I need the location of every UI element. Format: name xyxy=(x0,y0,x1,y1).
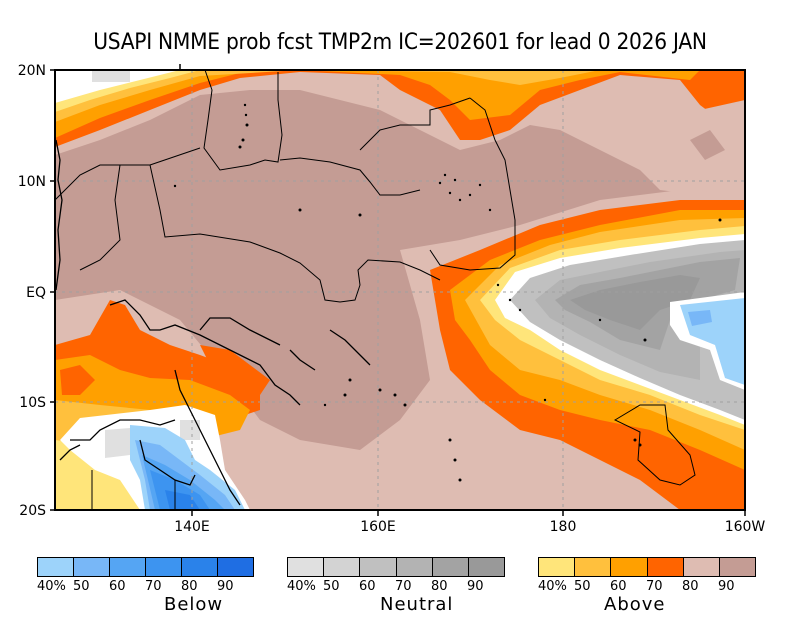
legend-neutral-label: Neutral xyxy=(380,594,454,615)
region-north-above-70 xyxy=(55,70,745,147)
lat-label-10s: 10S xyxy=(19,395,46,411)
legend-below-swatch xyxy=(182,558,218,576)
legend-neutral-swatch xyxy=(468,558,505,576)
legend-tick: 50 xyxy=(574,579,591,594)
region-png-above-70 xyxy=(200,345,270,395)
legend-above-swatch xyxy=(611,558,648,576)
legend-tick: 40% xyxy=(538,579,567,594)
legend-tick: 40% xyxy=(287,579,316,594)
legend-tick: 80 xyxy=(181,579,198,594)
legend-above-swatch xyxy=(539,558,576,576)
gridlines xyxy=(55,70,745,510)
legend-tick: 90 xyxy=(467,579,484,594)
coastlines xyxy=(55,139,371,506)
region-west-above-40 xyxy=(55,440,140,510)
legend-above-swatch xyxy=(719,558,756,576)
lat-label-20n: 20N xyxy=(18,63,46,79)
region-north-neutral-white xyxy=(55,70,180,103)
region-north-above-80 xyxy=(55,70,745,200)
legend-neutral-swatch xyxy=(432,558,469,576)
legend-tick: 90 xyxy=(217,579,234,594)
legend-tick: 70 xyxy=(395,579,412,594)
legend-tick: 70 xyxy=(646,579,663,594)
legend-below-bar xyxy=(37,557,254,577)
region-australia-neutral-40b xyxy=(180,420,200,440)
legend-neutral-swatch xyxy=(288,558,325,576)
legend-above-swatch xyxy=(647,558,684,576)
legend-tick: 80 xyxy=(431,579,448,594)
lat-label-20s: 20S xyxy=(19,503,46,519)
region-ne-above-80 xyxy=(640,100,745,200)
region-east-below-50 xyxy=(688,310,712,326)
legend-below-swatch xyxy=(38,558,74,576)
probability-field xyxy=(55,70,745,510)
map-title: USAPI NMME prob fcst TMP2m IC=202601 for… xyxy=(93,30,707,55)
legend-neutral-swatch xyxy=(396,558,433,576)
legend-tick: 70 xyxy=(145,579,162,594)
legend-tick: 90 xyxy=(718,579,735,594)
region-australia-below-80 xyxy=(165,490,200,510)
legend-above-swatch xyxy=(575,558,612,576)
legend-tick: 60 xyxy=(359,579,376,594)
region-ne-above-90-patch xyxy=(690,130,725,160)
lon-label-140e: 140E xyxy=(174,519,210,535)
eez-boundaries xyxy=(55,70,696,510)
legend-neutral-swatch xyxy=(360,558,397,576)
legend-above-label: Above xyxy=(604,594,666,615)
legend-neutral-swatch xyxy=(324,558,361,576)
legend-tick: 80 xyxy=(682,579,699,594)
legend-below-swatch xyxy=(74,558,110,576)
legend-below-swatch xyxy=(146,558,182,576)
region-north-neutral-40 xyxy=(92,70,130,82)
lat-label-10n: 10N xyxy=(18,174,46,190)
legend-neutral-bar xyxy=(287,557,505,577)
axis-ticks xyxy=(50,64,746,516)
legend-above-swatch xyxy=(683,558,720,576)
region-north-above-60 xyxy=(55,70,700,138)
legend-tick: 50 xyxy=(323,579,340,594)
legend-above-bar xyxy=(538,557,756,577)
legend-tick: 50 xyxy=(73,579,90,594)
legend-tick: 60 xyxy=(610,579,627,594)
legend-below-swatch xyxy=(110,558,146,576)
region-west-above-70-inner xyxy=(60,365,95,395)
legend-tick: 60 xyxy=(109,579,126,594)
lon-label-160e: 160E xyxy=(360,519,396,535)
legend-below-swatch xyxy=(218,558,253,576)
legend-tick: 40% xyxy=(37,579,66,594)
region-australia-below-70 xyxy=(150,470,210,510)
lon-label-160w: 160W xyxy=(725,519,766,535)
region-neutral-90 xyxy=(570,275,700,330)
islands xyxy=(173,103,722,482)
lon-label-180: 180 xyxy=(550,519,577,535)
lat-label-eq: EQ xyxy=(26,285,46,301)
legend-below-label: Below xyxy=(164,594,224,615)
map-frame xyxy=(54,69,746,511)
region-australia-neutral-40a xyxy=(105,428,130,458)
